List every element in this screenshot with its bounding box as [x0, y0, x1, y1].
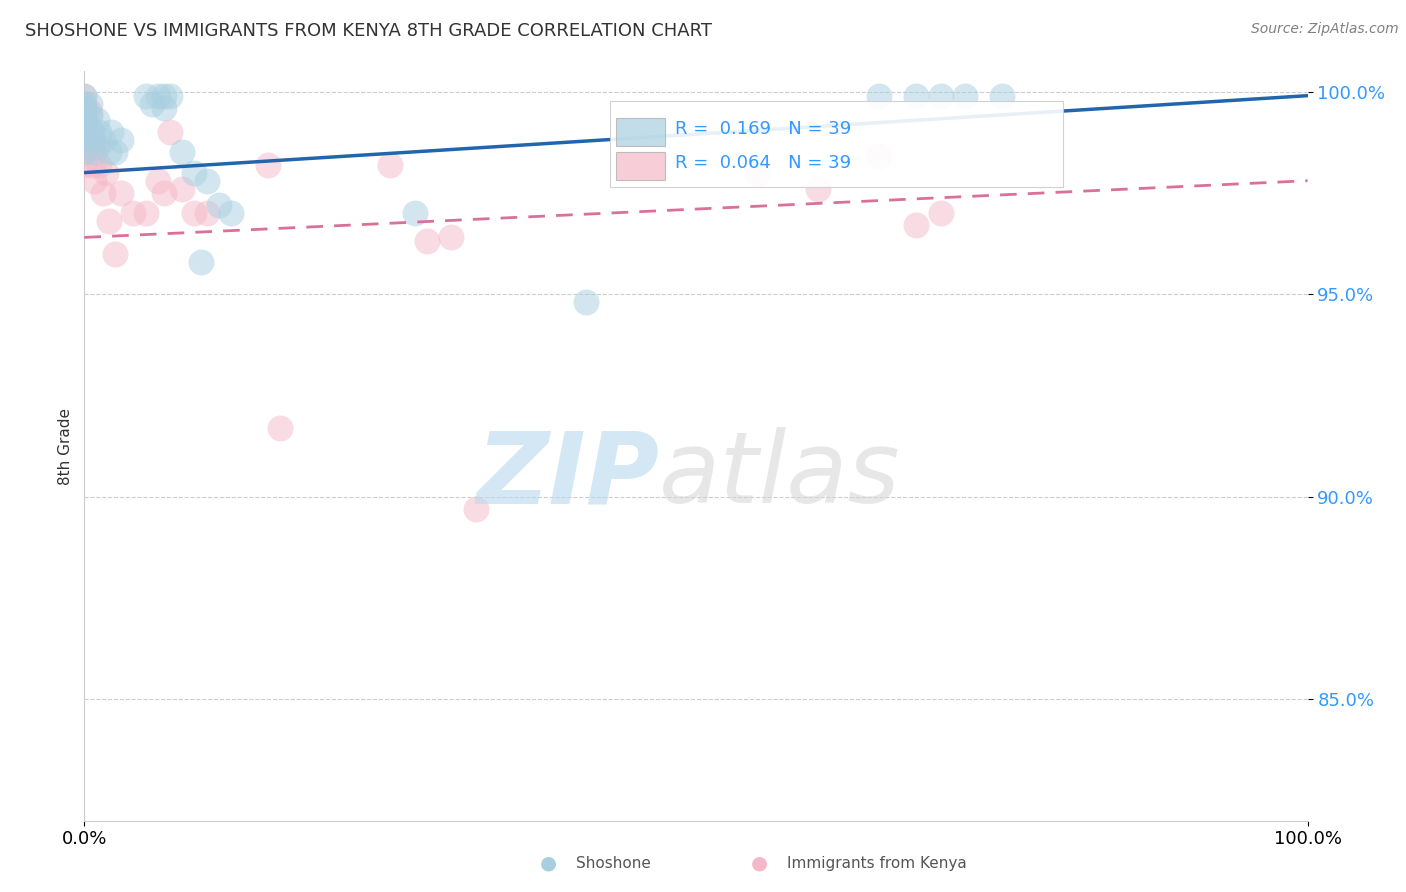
- Point: [73, 133, 96, 147]
- FancyBboxPatch shape: [616, 118, 665, 146]
- Text: ●: ●: [751, 854, 768, 873]
- Text: ●: ●: [540, 854, 557, 873]
- Point: [97, 145, 120, 160]
- FancyBboxPatch shape: [610, 102, 1063, 187]
- Point: [195, 174, 218, 188]
- Point: [575, 295, 598, 310]
- Text: R =  0.169   N = 39: R = 0.169 N = 39: [675, 120, 852, 138]
- Point: [73, 145, 96, 160]
- Text: atlas: atlas: [659, 427, 901, 524]
- Text: Shoshone: Shoshone: [576, 856, 651, 871]
- Point: [110, 186, 132, 200]
- Point: [79, 104, 101, 119]
- FancyBboxPatch shape: [616, 152, 665, 180]
- Point: [91, 133, 114, 147]
- Point: [219, 206, 242, 220]
- Point: [104, 145, 127, 160]
- Point: [153, 186, 176, 200]
- Point: [73, 104, 96, 119]
- Point: [73, 88, 96, 103]
- Point: [80, 125, 103, 139]
- Point: [183, 166, 205, 180]
- Point: [159, 125, 181, 139]
- Text: R =  0.064   N = 39: R = 0.064 N = 39: [675, 153, 851, 172]
- Point: [440, 230, 463, 244]
- Point: [73, 96, 96, 111]
- Point: [73, 133, 96, 147]
- Point: [208, 198, 231, 212]
- Point: [380, 157, 402, 171]
- Point: [87, 125, 110, 139]
- Point: [73, 101, 96, 115]
- Point: [104, 246, 127, 260]
- Point: [83, 145, 105, 160]
- Y-axis label: 8th Grade: 8th Grade: [58, 408, 73, 484]
- Point: [172, 182, 194, 196]
- Point: [404, 206, 426, 220]
- Point: [153, 101, 176, 115]
- Point: [83, 174, 105, 188]
- Point: [807, 182, 830, 196]
- Point: [73, 88, 96, 103]
- Point: [190, 254, 212, 268]
- Point: [73, 96, 96, 111]
- Point: [135, 206, 157, 220]
- Point: [82, 133, 104, 147]
- Point: [73, 112, 96, 127]
- Point: [146, 174, 169, 188]
- Point: [79, 125, 101, 139]
- Point: [257, 157, 280, 171]
- Point: [73, 112, 96, 127]
- Point: [96, 166, 118, 180]
- Point: [159, 88, 181, 103]
- Point: [91, 186, 114, 200]
- Point: [80, 141, 103, 155]
- Point: [869, 88, 891, 103]
- Point: [195, 206, 218, 220]
- Point: [73, 109, 96, 123]
- Point: [183, 206, 205, 220]
- Point: [86, 141, 108, 155]
- Point: [73, 125, 96, 139]
- Point: [87, 157, 110, 171]
- Point: [73, 157, 96, 171]
- Text: Immigrants from Kenya: Immigrants from Kenya: [787, 856, 967, 871]
- Point: [86, 112, 108, 127]
- Point: [269, 421, 291, 435]
- Point: [172, 145, 194, 160]
- Point: [110, 133, 132, 147]
- Point: [416, 235, 439, 249]
- Point: [73, 125, 96, 139]
- Point: [464, 501, 486, 516]
- Point: [141, 96, 163, 111]
- Point: [929, 206, 952, 220]
- Point: [153, 88, 176, 103]
- Point: [82, 157, 104, 171]
- Point: [73, 145, 96, 160]
- Point: [905, 219, 928, 233]
- Text: Source: ZipAtlas.com: Source: ZipAtlas.com: [1251, 22, 1399, 37]
- Point: [869, 149, 891, 163]
- Point: [747, 166, 769, 180]
- Point: [929, 88, 952, 103]
- Text: ZIP: ZIP: [477, 427, 659, 524]
- Point: [905, 88, 928, 103]
- Point: [991, 88, 1014, 103]
- Point: [100, 125, 122, 139]
- Point: [146, 88, 169, 103]
- Point: [953, 88, 976, 103]
- Point: [79, 109, 101, 123]
- Point: [97, 214, 120, 228]
- Text: SHOSHONE VS IMMIGRANTS FROM KENYA 8TH GRADE CORRELATION CHART: SHOSHONE VS IMMIGRANTS FROM KENYA 8TH GR…: [25, 22, 713, 40]
- Point: [135, 88, 157, 103]
- Point: [122, 206, 145, 220]
- Point: [79, 96, 101, 111]
